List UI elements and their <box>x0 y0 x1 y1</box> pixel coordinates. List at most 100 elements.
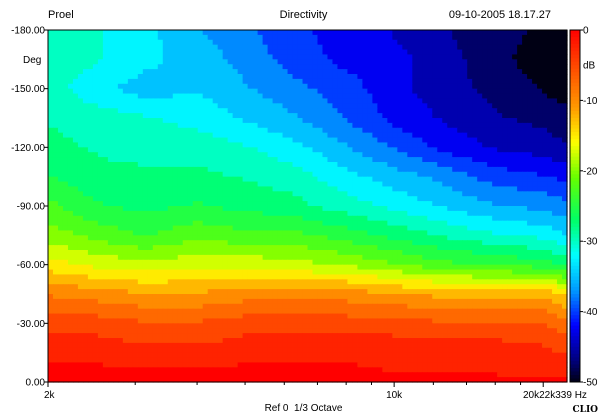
heatmap-cell <box>382 127 388 134</box>
heatmap-cell <box>452 259 458 266</box>
heatmap-cell <box>322 162 329 168</box>
heatmap-cell <box>97 245 104 251</box>
heatmap-cell <box>202 39 209 46</box>
heatmap-cell <box>107 240 114 246</box>
heatmap-cell <box>502 162 508 168</box>
heatmap-cell <box>437 245 443 251</box>
heatmap-cell <box>132 259 139 266</box>
heatmap-cell <box>472 191 478 197</box>
heatmap-cell <box>217 176 224 183</box>
heatmap-cell <box>227 250 234 256</box>
heatmap-cell <box>452 49 458 56</box>
heatmap-cell <box>267 152 274 158</box>
heatmap-cell <box>307 176 314 183</box>
heatmap-cell <box>267 157 274 163</box>
heatmap-cell <box>397 166 403 173</box>
heatmap-cell <box>322 147 329 153</box>
heatmap-cell <box>317 176 324 183</box>
heatmap-cell <box>387 34 393 41</box>
heatmap-cell <box>437 39 443 46</box>
heatmap-cell <box>137 142 144 148</box>
heatmap-cell <box>432 142 438 148</box>
heatmap-cell <box>412 113 418 119</box>
heatmap-cell <box>317 162 324 168</box>
heatmap-cell <box>252 191 259 197</box>
heatmap-cell <box>282 235 289 241</box>
heatmap-cell <box>97 152 104 158</box>
heatmap-cell <box>147 191 154 197</box>
heatmap-cell <box>102 245 109 251</box>
heatmap-cell <box>507 210 513 217</box>
heatmap-cell <box>477 122 483 129</box>
heatmap-cell <box>442 152 448 158</box>
heatmap-cell <box>272 74 279 80</box>
heatmap-cell <box>147 59 154 65</box>
heatmap-cell <box>502 88 508 95</box>
heatmap-cell <box>107 230 114 236</box>
heatmap-cell <box>137 78 144 85</box>
heatmap-cell <box>102 191 109 197</box>
heatmap-cell <box>312 113 319 119</box>
heatmap-cell <box>367 250 373 256</box>
heatmap-cell <box>432 39 438 46</box>
heatmap-cell <box>527 166 533 173</box>
heatmap-cell <box>462 245 468 251</box>
heatmap-cell <box>362 98 368 104</box>
heatmap-cell <box>152 142 159 148</box>
heatmap-cell <box>237 166 244 173</box>
heatmap-cell <box>237 93 244 100</box>
heatmap-cell <box>197 83 204 90</box>
heatmap-cell <box>322 64 329 70</box>
heatmap-cell <box>537 108 543 114</box>
heatmap-cell <box>207 78 214 85</box>
heatmap-cell <box>117 118 124 124</box>
heatmap-cell <box>397 220 403 227</box>
heatmap-cell <box>267 220 274 227</box>
heatmap-cell <box>402 152 408 158</box>
heatmap-cell <box>457 230 463 236</box>
heatmap-cell <box>552 44 558 51</box>
heatmap-cell <box>362 142 368 148</box>
heatmap-cell <box>232 196 239 202</box>
heatmap-cell <box>287 196 294 202</box>
heatmap-cell <box>507 122 513 129</box>
heatmap-cell <box>87 196 94 202</box>
heatmap-cell <box>297 113 304 119</box>
heatmap-cell <box>232 142 239 148</box>
heatmap-cell <box>552 220 558 227</box>
heatmap-cell <box>67 225 74 232</box>
heatmap-cell <box>82 230 89 236</box>
heatmap-cell <box>102 186 109 192</box>
heatmap-cell <box>487 201 493 207</box>
heatmap-cell <box>502 132 508 139</box>
heatmap-cell <box>102 250 109 256</box>
heatmap-cell <box>112 171 119 178</box>
heatmap-cell <box>387 127 393 134</box>
heatmap-cell <box>82 181 89 188</box>
heatmap-cell <box>422 240 428 246</box>
heatmap-cell <box>262 210 269 217</box>
heatmap-cell <box>77 113 84 119</box>
heatmap-cell <box>532 59 538 65</box>
heatmap-cell <box>127 225 134 232</box>
heatmap-cell <box>422 83 428 90</box>
heatmap-cell <box>192 108 199 114</box>
heatmap-cell <box>447 93 453 100</box>
heatmap-cell <box>92 137 99 144</box>
heatmap-cell <box>552 132 558 139</box>
heatmap-cell <box>272 54 279 60</box>
heatmap-cell <box>237 235 244 241</box>
heatmap-cell <box>302 103 309 109</box>
heatmap-cell <box>48 230 54 236</box>
heatmap-cell <box>552 108 558 114</box>
heatmap-cell <box>382 34 388 41</box>
heatmap-cell <box>52 69 59 75</box>
heatmap-cell <box>382 30 388 36</box>
heatmap-cell <box>482 220 488 227</box>
heatmap-cell <box>162 34 169 41</box>
heatmap-cell <box>82 210 89 217</box>
heatmap-cell <box>502 171 508 178</box>
heatmap-cell <box>117 259 124 266</box>
heatmap-cell <box>367 245 373 251</box>
heatmap-cell <box>402 225 408 232</box>
